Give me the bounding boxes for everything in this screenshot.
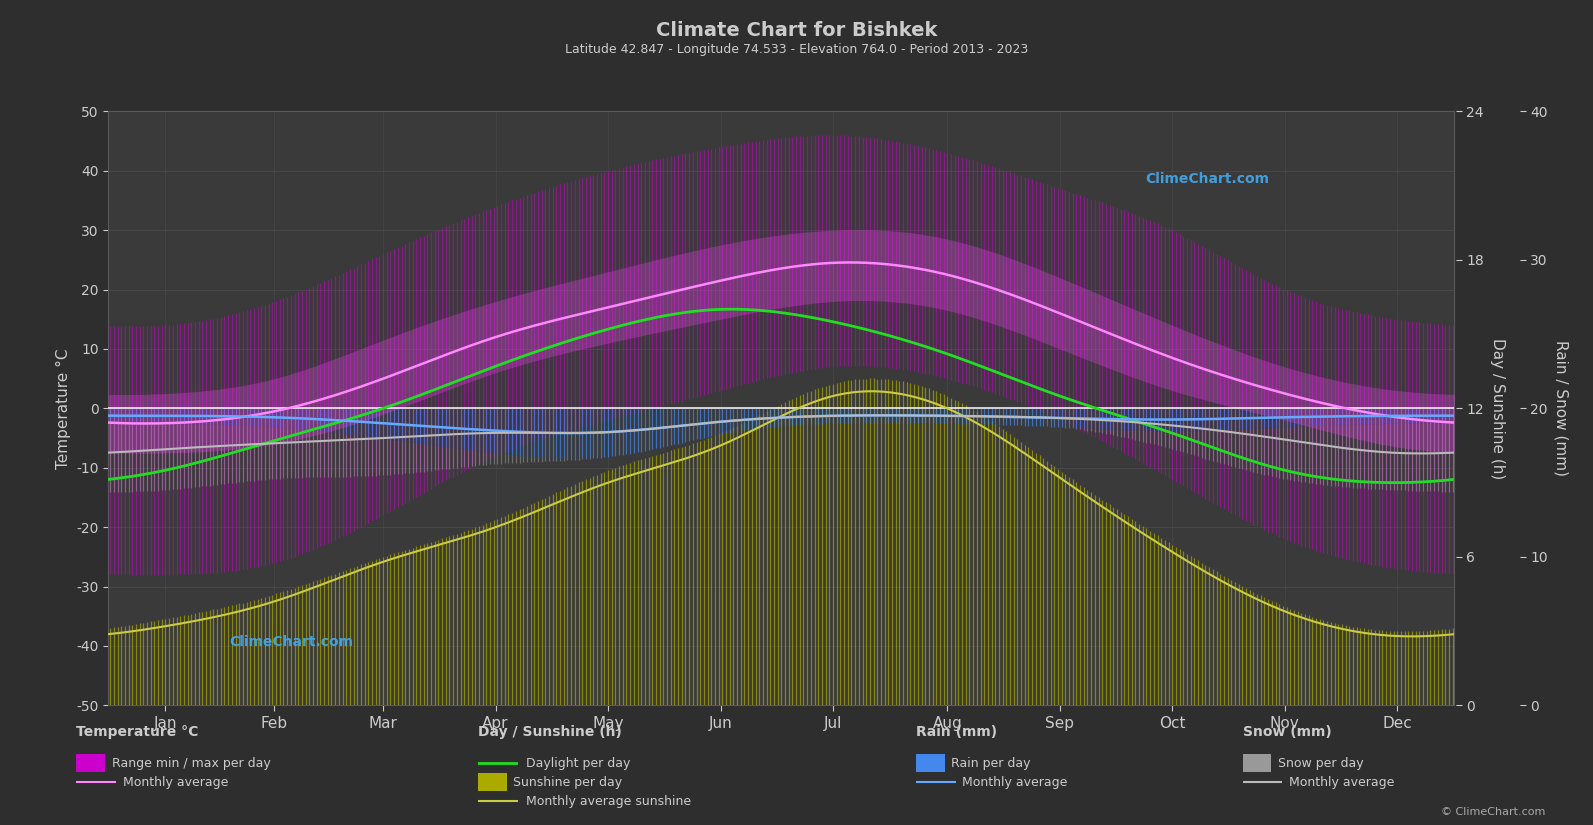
Y-axis label: Day / Sunshine (h): Day / Sunshine (h) [1489, 337, 1505, 479]
Text: ClimeChart.com: ClimeChart.com [229, 635, 354, 649]
Y-axis label: Rain / Snow (mm): Rain / Snow (mm) [1553, 341, 1569, 476]
Text: Monthly average: Monthly average [962, 776, 1067, 789]
Text: © ClimeChart.com: © ClimeChart.com [1440, 807, 1545, 817]
Text: Monthly average sunshine: Monthly average sunshine [526, 794, 691, 808]
Text: Temperature °C: Temperature °C [76, 725, 199, 739]
Text: Snow (mm): Snow (mm) [1243, 725, 1332, 739]
Text: Rain per day: Rain per day [951, 757, 1031, 770]
Text: Monthly average: Monthly average [1289, 776, 1394, 789]
Text: Day / Sunshine (h): Day / Sunshine (h) [478, 725, 621, 739]
Text: ClimeChart.com: ClimeChart.com [1145, 172, 1268, 186]
Text: Range min / max per day: Range min / max per day [112, 757, 271, 770]
Text: Latitude 42.847 - Longitude 74.533 - Elevation 764.0 - Period 2013 - 2023: Latitude 42.847 - Longitude 74.533 - Ele… [566, 43, 1027, 56]
Text: Daylight per day: Daylight per day [526, 757, 631, 770]
Text: Snow per day: Snow per day [1278, 757, 1364, 770]
Text: Sunshine per day: Sunshine per day [513, 776, 623, 789]
Y-axis label: Temperature °C: Temperature °C [56, 348, 70, 469]
Text: Climate Chart for Bishkek: Climate Chart for Bishkek [656, 21, 937, 40]
Text: Rain (mm): Rain (mm) [916, 725, 997, 739]
Text: Monthly average: Monthly average [123, 776, 228, 789]
